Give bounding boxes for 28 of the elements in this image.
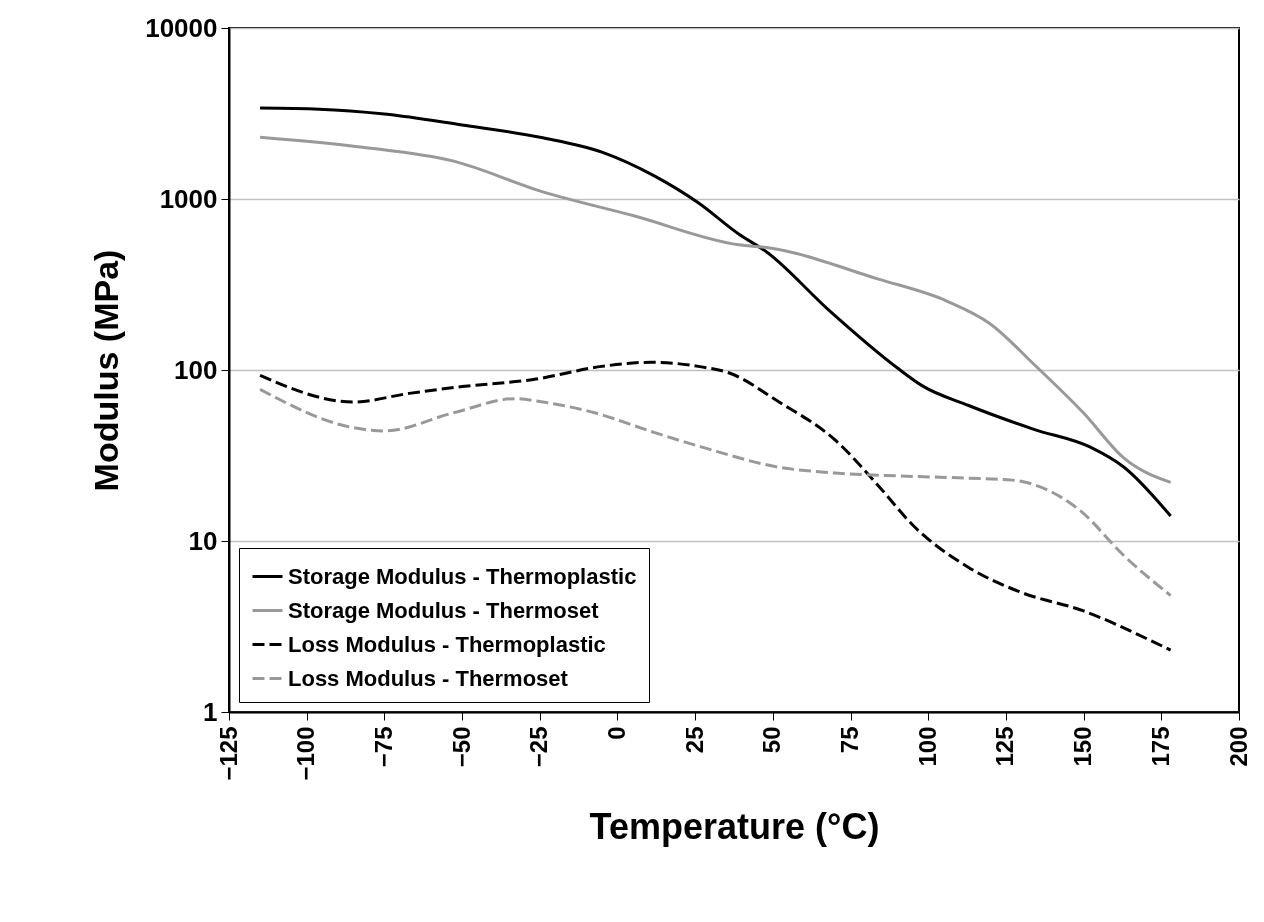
y-axis-title: Modulus (MPa)	[87, 249, 126, 492]
y-tick-label: 10000	[145, 12, 218, 43]
line-series	[258, 106, 1173, 518]
legend-label: Storage Modulus - Thermoplastic	[288, 563, 637, 589]
x-tick-label: 100	[913, 726, 941, 767]
legend-label: Loss Modulus - Thermoset	[288, 665, 569, 691]
y-tick-label: 1	[203, 696, 218, 727]
x-tick-label: 0	[602, 726, 630, 740]
line-series	[258, 387, 1173, 598]
x-tick-label: 75	[836, 726, 864, 754]
y-tick-label: 1000	[159, 183, 218, 214]
x-tick-label: −50	[447, 726, 475, 768]
x-tick-label: 25	[680, 726, 708, 754]
y-tick-label: 10	[188, 525, 218, 556]
x-tick-label: 125	[991, 726, 1019, 767]
x-tick-label: 200	[1224, 726, 1252, 767]
x-tick-label: 175	[1146, 726, 1174, 767]
x-tick-label: −25	[525, 726, 553, 768]
line-series	[258, 135, 1173, 484]
x-tick-label: −100	[292, 726, 320, 781]
x-tick-label: −75	[369, 726, 397, 768]
y-tick-label: 100	[174, 354, 218, 385]
legend-label: Storage Modulus - Thermoset	[288, 597, 600, 623]
x-tick-label: 150	[1069, 726, 1097, 767]
legend-label: Loss Modulus - Thermoplastic	[288, 631, 606, 657]
x-tick-label: −125	[214, 726, 242, 781]
x-axis-title: Temperature (°C)	[589, 805, 880, 847]
x-tick-label: 50	[758, 726, 786, 754]
